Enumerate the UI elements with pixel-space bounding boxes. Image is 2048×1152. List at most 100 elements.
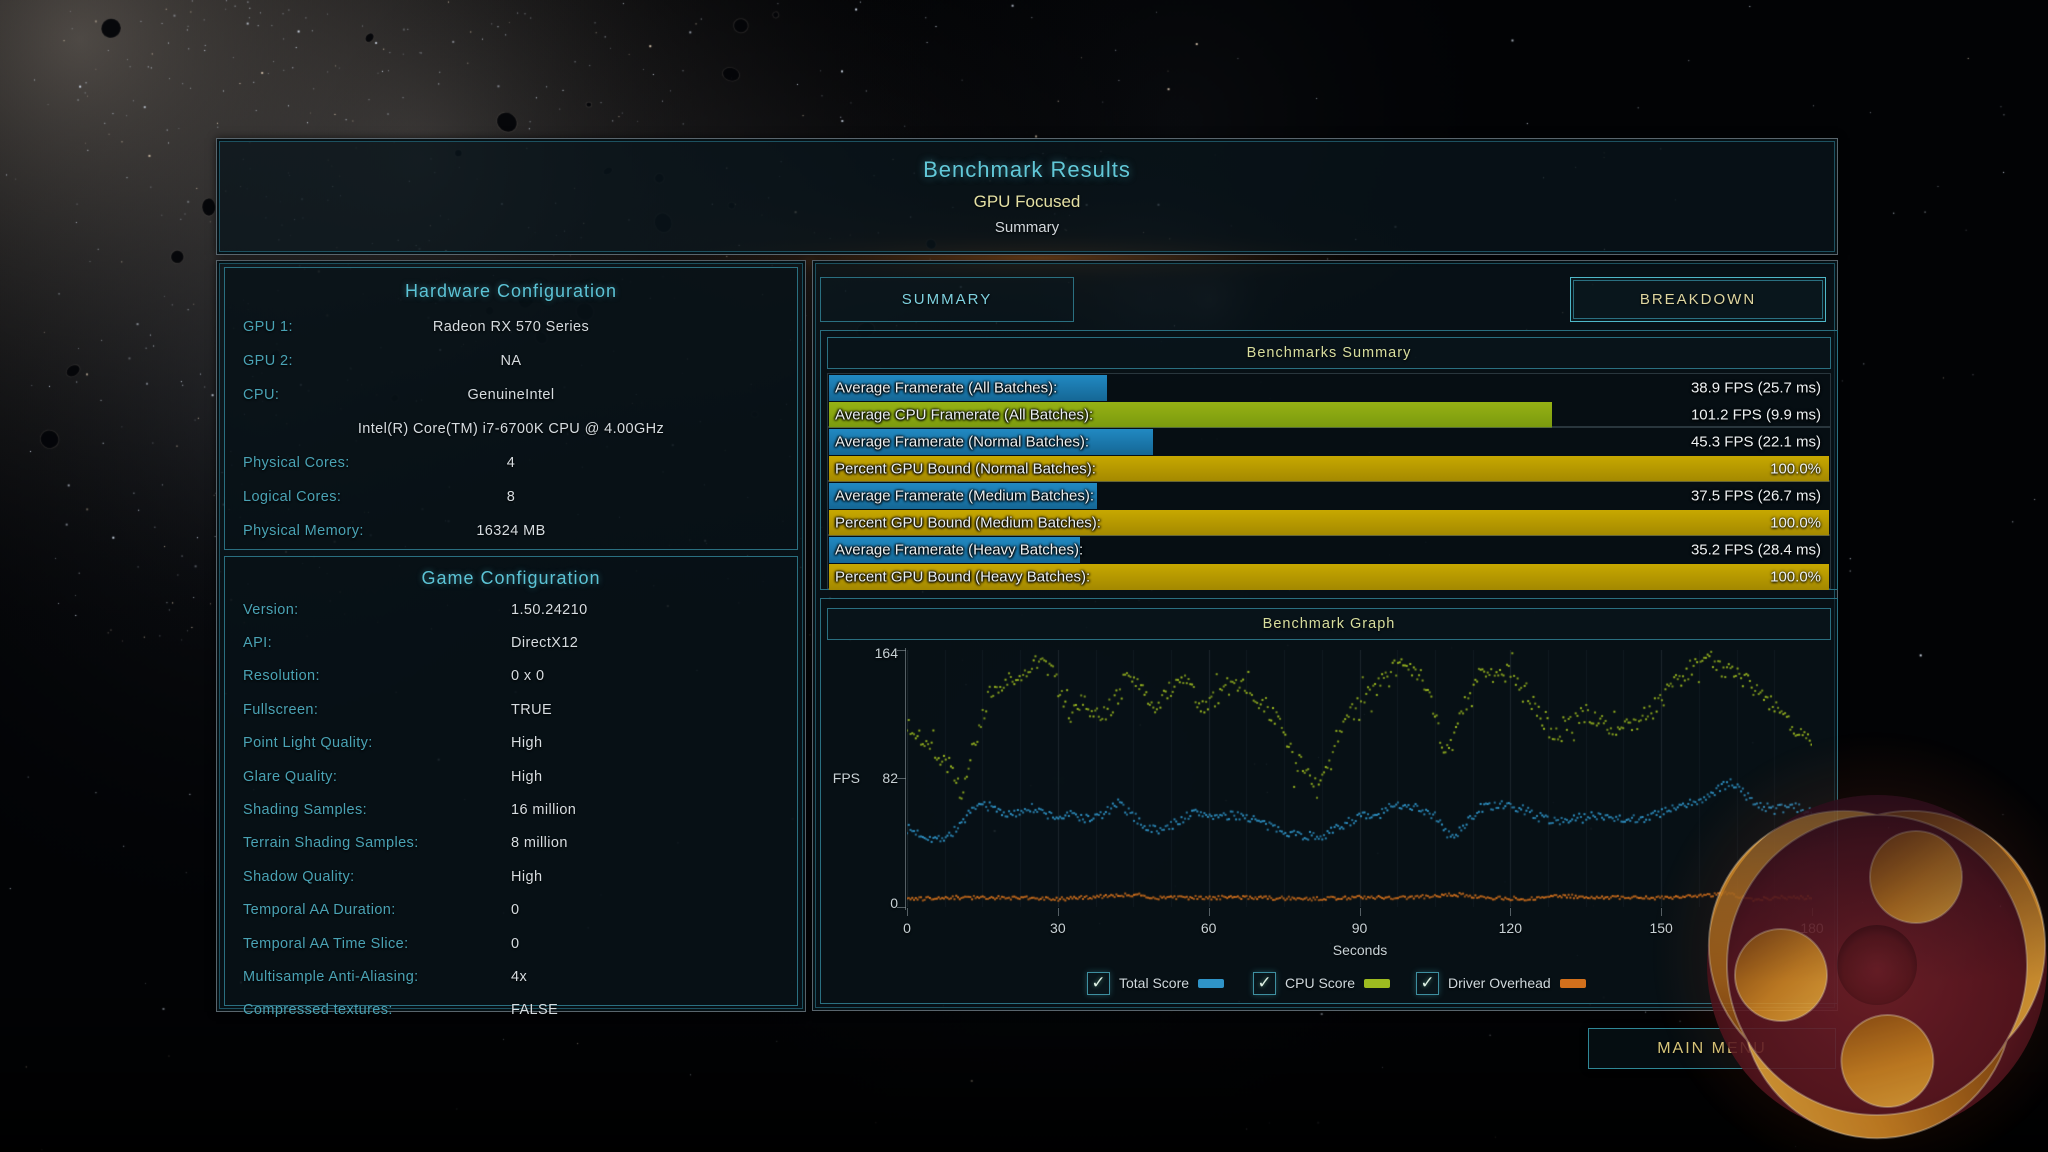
y-tick-mark-zero [897,907,906,908]
title-panel: Benchmark Results GPU Focused Summary [216,138,1838,255]
config-value: 0 [511,902,520,919]
summary-row: Percent GPU Bound (Medium Batches): 100.0… [829,510,1829,536]
config-value: 8 [506,489,516,505]
legend-label: CPU Score [1285,975,1356,991]
summary-row-label: Average Framerate (Normal Batches): [835,433,1089,451]
summary-bar-green [829,402,1552,428]
summary-group: Average Framerate (Medium Batches): 37.5 … [827,481,1831,536]
config-value: 4 [506,455,516,471]
benchmark-graph-header: Benchmark Graph [1262,616,1396,632]
config-label: Version: [243,601,299,618]
summary-row-value: 45.3 FPS (22.1 ms) [1690,433,1821,451]
hardware-configuration-box: Hardware Configuration GPU 1: Radeon RX 5… [224,267,798,550]
summary-row-value: 100.0% [1770,514,1821,532]
legend-checkbox[interactable]: ✓ [1253,971,1276,995]
summary-bar-blue [829,429,1153,455]
summary-row: Average Framerate (All Batches): 38.9 FPS… [829,375,1829,401]
summary-row-label: Percent GPU Bound (Heavy Batches): [835,568,1091,586]
y-tick-mark-top [897,650,906,651]
benchmark-type: GPU Focused [973,192,1081,211]
summary-row-label: Average CPU Framerate (All Batches): [835,406,1094,424]
summary-bar-gold [829,456,1829,482]
config-label: Resolution: [243,668,320,685]
config-row: Compressed textures: FALSE [235,994,787,1027]
x-tick-mark [1208,908,1210,916]
legend-swatch [1198,978,1225,988]
y-axis-label: FPS [832,770,860,786]
legend-checkbox[interactable]: ✓ [1416,971,1439,995]
config-row: Shading Samples: 16 million [235,793,787,826]
config-row: CPU: GenuineIntel [235,378,787,412]
tab-summary[interactable]: SUMMARY [820,277,1074,322]
config-value: FALSE [511,1002,559,1019]
y-axis-line [905,648,906,910]
config-value: NA [500,353,522,369]
x-tick-label: 150 [1649,920,1673,936]
page-title: Benchmark Results [923,157,1131,182]
config-value: DirectX12 [511,635,579,652]
config-row: Point Light Quality: High [235,727,787,760]
config-label: Compressed textures: [243,1002,393,1019]
config-row: GPU 2: NA [235,344,787,378]
benchmarks-summary-box: Benchmarks Summary Average Framerate (Al… [820,330,1838,590]
config-label: Terrain Shading Samples: [243,835,419,852]
config-row: Temporal AA Duration: 0 [235,894,787,927]
summary-group: Average Framerate (Heavy Batches): 35.2 F… [827,535,1831,590]
config-row: Version: 1.50.24210 [235,593,787,626]
config-row: Physical Cores: 4 [235,446,787,480]
config-value: High [511,768,543,785]
tab-breakdown[interactable]: BREAKDOWN [1570,277,1826,322]
config-row: GPU 1: Radeon RX 570 Series [235,310,787,344]
y-tick-mark-mid [897,778,906,779]
config-value: High [511,735,543,752]
summary-row-label: Percent GPU Bound (Medium Batches): [835,514,1101,532]
config-label: GPU 1: [243,319,293,335]
main-menu-button[interactable]: MAIN MENU [1588,1028,1836,1069]
summary-row-label: Percent GPU Bound (Normal Batches): [835,460,1096,478]
x-tick-label: 0 [903,920,911,936]
hardware-configuration-header: Hardware Configuration [404,281,618,301]
summary-group: Average Framerate (All Batches): 38.9 FPS… [827,373,1831,428]
benchmark-view: Summary [994,219,1060,236]
config-value: 16 million [511,802,577,819]
summary-row: Average Framerate (Heavy Batches): 35.2 F… [829,537,1829,563]
summary-row-value: 100.0% [1770,568,1821,586]
x-tick-label: 30 [1050,920,1066,936]
summary-bar-gold [829,564,1829,590]
summary-group: Average Framerate (Normal Batches): 45.3 … [827,427,1831,482]
summary-row-label: Average Framerate (All Batches): [835,379,1058,397]
summary-row: Average Framerate (Normal Batches): 45.3 … [829,429,1829,455]
config-label: Fullscreen: [243,701,319,718]
x-tick-mark [1359,908,1361,916]
benchmarks-summary-header-box: Benchmarks Summary [827,337,1831,369]
x-tick-label: 180 [1800,920,1824,936]
summary-row: Percent GPU Bound (Normal Batches): 100.0… [829,456,1829,482]
config-value: High [511,868,543,885]
config-value: 0 [511,935,520,952]
x-tick-label: 90 [1351,920,1368,936]
summary-row: Percent GPU Bound (Heavy Batches): 100.0% [829,564,1829,590]
config-row: Shadow Quality: High [235,860,787,893]
config-row: Glare Quality: High [235,760,787,793]
game-rows: Version: 1.50.24210 API: DirectX12 Resolutio… [235,593,787,1027]
legend-item: ✓ Driver Overhead [1416,970,1586,996]
config-row: Physical Memory: 16324 MB [235,514,787,548]
legend-checkbox[interactable]: ✓ [1087,971,1110,995]
summary-row: Average CPU Framerate (All Batches): 101.… [829,402,1829,428]
hardware-rows: GPU 1: Radeon RX 570 Series GPU 2: NA CPU: Ge… [235,310,787,548]
config-value: 16324 MB [476,523,546,539]
x-tick-mark [1812,908,1813,916]
config-row: Intel(R) Core(TM) i7-6700K CPU @ 4.00GHz [235,412,787,446]
config-value: 8 million [511,835,568,852]
summary-bar-blue [829,483,1097,509]
config-row: Fullscreen: TRUE [235,693,787,726]
x-tick-mark [1510,908,1512,916]
config-value: TRUE [511,701,553,718]
config-value: 4x [511,968,528,985]
x-tick-mark [907,908,908,916]
config-label: Logical Cores: [243,489,342,505]
summary-bar-gold [829,510,1829,536]
config-label: Point Light Quality: [243,735,373,752]
legend-label: Total Score [1119,975,1190,991]
config-row: Resolution: 0 x 0 [235,660,787,693]
